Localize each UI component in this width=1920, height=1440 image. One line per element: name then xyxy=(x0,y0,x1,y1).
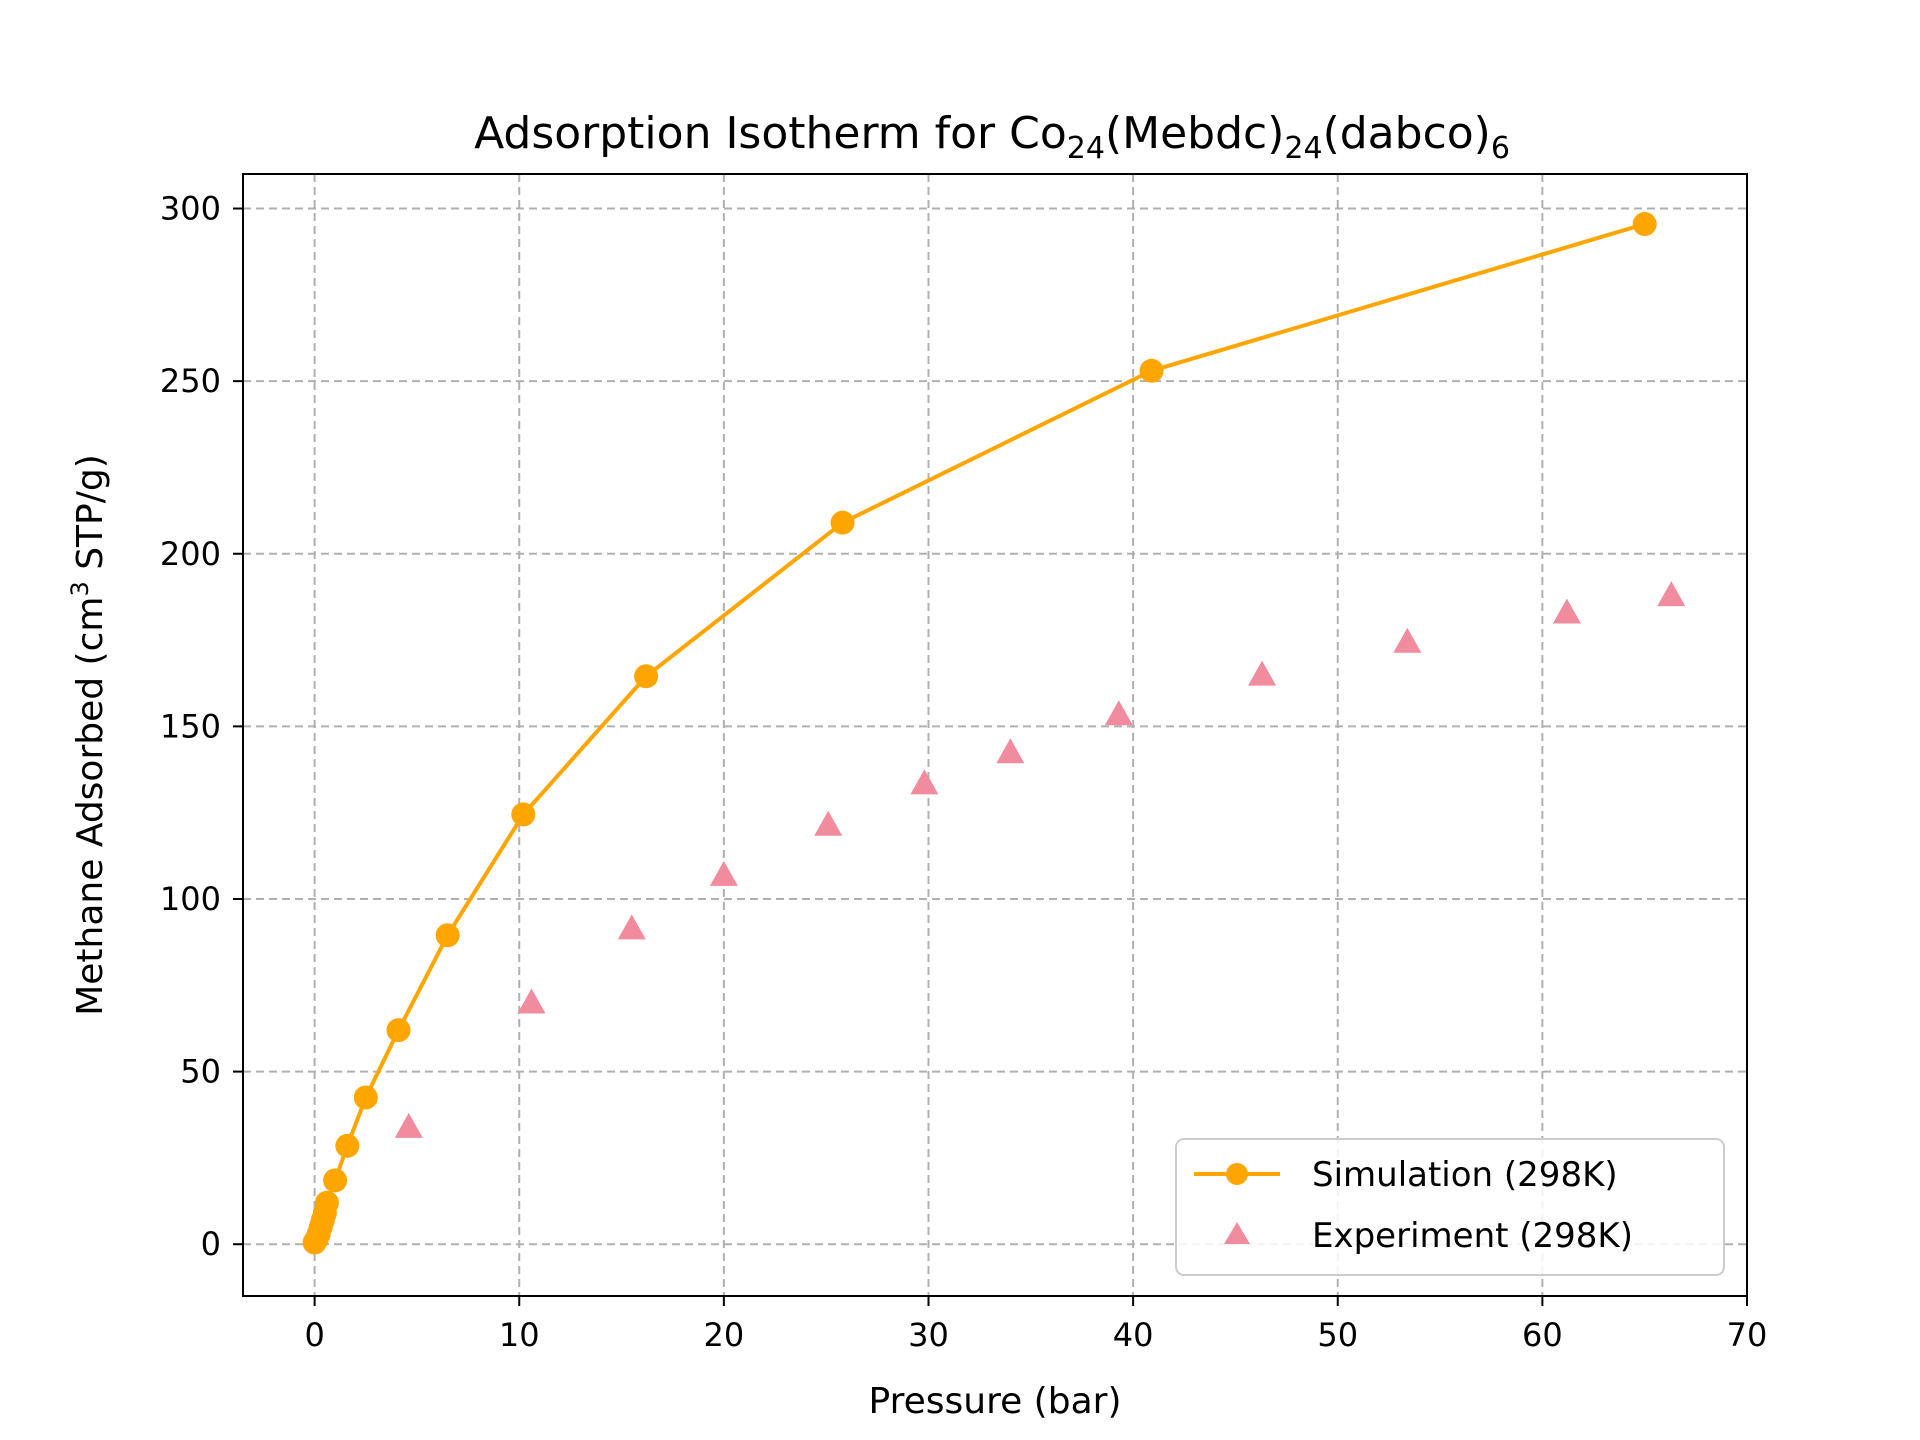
simulation-data-point xyxy=(1632,212,1657,237)
simulation-data-point xyxy=(435,923,460,948)
x-tick-label: 0 xyxy=(304,1316,324,1354)
simulation-data-point xyxy=(634,664,659,689)
experiment-data-point xyxy=(517,988,546,1014)
simulation-data-point xyxy=(511,802,536,827)
y-tick-label: 250 xyxy=(160,362,221,400)
x-tick-label: 30 xyxy=(908,1316,949,1354)
simulation-data-point xyxy=(335,1133,360,1158)
legend-simulation-label: Simulation (298K) xyxy=(1312,1155,1618,1195)
x-axis-label: Pressure (bar) xyxy=(869,1381,1122,1422)
experiment-data-point xyxy=(1248,660,1277,686)
x-tick-label: 50 xyxy=(1317,1316,1358,1354)
plot-frame xyxy=(242,173,1748,1297)
experiment-data-point xyxy=(1552,598,1581,624)
experiment-data-point xyxy=(910,769,939,795)
simulation-data-point xyxy=(830,510,855,535)
simulation-data-point xyxy=(314,1190,339,1215)
legend: Simulation (298K) Experiment (298K) xyxy=(1175,1138,1725,1276)
chart-title: Adsorption Isotherm for Co24(Mebdc)24(da… xyxy=(474,108,1510,166)
simulation-series-line xyxy=(312,222,1646,1244)
y-axis-label: Methane Adsorbed (cm3 STP/g) xyxy=(66,454,111,1016)
legend-box xyxy=(1175,1138,1725,1276)
x-tick-label: 40 xyxy=(1113,1316,1154,1354)
y-tick-label: 100 xyxy=(160,880,221,918)
x-tick-label: 60 xyxy=(1522,1316,1563,1354)
y-tick-label: 200 xyxy=(160,535,221,573)
y-tick-label: 150 xyxy=(160,707,221,745)
axis-ticks: 0 10 20 30 40 50 60 70 0 50 100 150 200 250 300 xyxy=(160,190,1767,1354)
legend-experiment-label: Experiment (298K) xyxy=(1312,1216,1633,1256)
grid-lines xyxy=(243,174,1748,1296)
y-tick-label: 50 xyxy=(180,1053,221,1091)
x-tick-label: 20 xyxy=(704,1316,745,1354)
experiment-data-point xyxy=(1657,581,1686,607)
simulation-data-point xyxy=(386,1018,411,1043)
experiment-data-point xyxy=(814,810,843,836)
experiment-data-point xyxy=(1393,627,1422,653)
y-tick-label: 0 xyxy=(201,1225,221,1263)
simulation-data-point xyxy=(353,1085,378,1110)
experiment-data-point xyxy=(617,914,646,940)
x-tick-label: 70 xyxy=(1727,1316,1768,1354)
experiment-data-point xyxy=(996,738,1025,764)
experiment-data-point xyxy=(394,1112,423,1138)
experiment-data-point xyxy=(709,860,738,886)
plot-series xyxy=(302,212,1686,1255)
simulation-data-point xyxy=(1139,358,1164,383)
legend-simulation-marker xyxy=(1226,1163,1248,1185)
simulation-data-point xyxy=(323,1168,348,1193)
experiment-data-point xyxy=(1104,700,1133,726)
x-tick-label: 10 xyxy=(499,1316,540,1354)
legend-experiment-marker xyxy=(1224,1222,1250,1244)
y-tick-label: 300 xyxy=(160,190,221,228)
